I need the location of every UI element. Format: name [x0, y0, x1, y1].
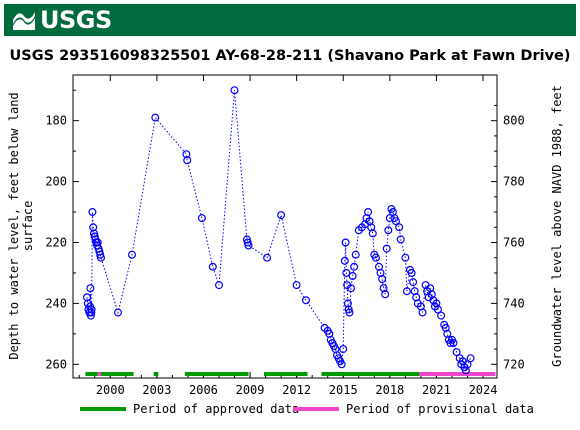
data-point: [96, 253, 105, 262]
x-tick-label: 2021: [422, 383, 451, 397]
data-point: [215, 281, 224, 290]
data-point: [339, 345, 348, 354]
data-point: [230, 86, 239, 95]
data-point: [87, 308, 96, 317]
data-point: [151, 113, 160, 122]
series-dotted-line: [86, 90, 472, 372]
x-tick-label: 2018: [375, 383, 404, 397]
data-point: [345, 308, 354, 317]
chart-legend: Period of approved data Period of provis…: [80, 402, 534, 416]
y-axis-right: 720 740 760 780 800: [491, 104, 525, 371]
data-point: [86, 284, 95, 293]
x-axis: 2000 2003 2006 2009 2012 2015 2018 2021 2024: [78, 75, 498, 397]
x-tick-label: 2012: [282, 383, 311, 397]
data-point: [347, 284, 356, 293]
y-left-tick-label: 180: [45, 114, 67, 128]
data-point: [396, 235, 405, 244]
usgs-logo-text: USGS: [40, 6, 112, 34]
x-tick-label: 2000: [96, 383, 125, 397]
data-point: [401, 253, 410, 262]
data-point: [371, 253, 380, 262]
x-tick-label: 2009: [236, 383, 265, 397]
data-point: [277, 211, 286, 220]
plot-area-frame: [72, 74, 498, 379]
y-left-tick-label: 220: [45, 235, 67, 249]
data-point: [466, 354, 475, 363]
data-point: [402, 287, 411, 296]
y-right-tick-label: 720: [503, 357, 525, 371]
data-point: [341, 238, 350, 247]
data-point: [340, 256, 349, 265]
data-point: [197, 214, 206, 223]
data-point: [351, 250, 360, 259]
data-point: [86, 311, 95, 320]
data-point: [113, 308, 122, 317]
data-point: [89, 223, 98, 232]
y-axis-left-label-line2: surface: [21, 201, 35, 252]
data-point: [368, 229, 377, 238]
data-point: [437, 311, 446, 320]
data-point: [348, 272, 357, 281]
data-point: [182, 150, 191, 159]
usgs-logo[interactable]: USGS: [12, 6, 112, 34]
data-point: [337, 360, 346, 369]
y-right-tick-label: 800: [503, 114, 525, 128]
x-tick-label: 2006: [189, 383, 218, 397]
y-right-tick-label: 740: [503, 296, 525, 310]
data-point: [407, 268, 416, 277]
data-point: [350, 262, 359, 271]
data-point: [128, 250, 137, 259]
y-right-tick-label: 780: [503, 175, 525, 189]
legend-provisional-label: Period of provisional data: [346, 402, 534, 416]
y-axis-right-label: Groundwater level above NAVD 1988, feet: [550, 85, 564, 367]
data-point: [395, 223, 404, 232]
data-point: [409, 278, 418, 287]
y-left-tick-label: 240: [45, 296, 67, 310]
y-axis-left-label-line1: Depth to water level, feet below land: [7, 92, 21, 359]
usgs-banner: USGS: [4, 4, 576, 36]
y-axis-left: 180 200 220 240 260: [45, 89, 79, 371]
data-point: [364, 208, 373, 217]
data-point: [183, 156, 192, 165]
usgs-wave-icon: [13, 12, 35, 30]
water-level-series: [82, 86, 475, 375]
data-point: [208, 262, 217, 271]
data-point: [263, 253, 272, 262]
data-point: [244, 241, 253, 250]
data-point: [381, 290, 390, 299]
x-tick-label: 2024: [469, 383, 498, 397]
data-point: [434, 305, 443, 314]
data-point: [463, 360, 472, 369]
data-point: [82, 293, 91, 302]
data-point: [449, 339, 458, 348]
data-point: [88, 208, 97, 217]
legend-approved-label: Period of approved data: [133, 402, 299, 416]
data-point: [392, 217, 401, 226]
data-point: [302, 296, 311, 305]
data-point: [385, 214, 394, 223]
data-point: [452, 348, 461, 357]
y-left-tick-label: 200: [45, 175, 67, 189]
data-point: [418, 308, 427, 317]
chart-title: USGS 293516098325501 AY-68-28-211 (Shava…: [10, 48, 571, 64]
data-point: [382, 244, 391, 253]
data-point: [93, 238, 102, 247]
x-tick-label: 2003: [142, 383, 171, 397]
y-left-tick-label: 260: [45, 357, 67, 371]
data-point: [343, 299, 352, 308]
x-tick-label: 2015: [329, 383, 358, 397]
data-point: [384, 226, 393, 235]
data-point: [342, 268, 351, 277]
y-right-tick-label: 760: [503, 235, 525, 249]
data-point: [87, 305, 96, 314]
data-point: [378, 275, 387, 284]
data-point: [292, 281, 301, 290]
